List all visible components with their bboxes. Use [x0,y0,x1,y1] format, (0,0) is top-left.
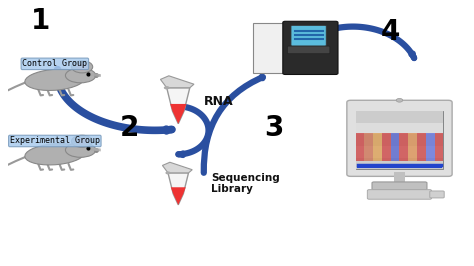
Bar [373,133,382,161]
Circle shape [396,98,403,102]
Bar [356,134,443,146]
Circle shape [164,86,170,89]
FancyBboxPatch shape [287,46,330,54]
Text: 2: 2 [119,114,139,142]
Bar [356,111,443,123]
FancyBboxPatch shape [283,21,338,74]
Bar [417,133,426,161]
Polygon shape [170,104,186,124]
Bar [408,133,417,161]
Polygon shape [168,173,189,205]
Text: Experimental Group: Experimental Group [10,136,100,146]
Polygon shape [163,162,192,173]
Bar [435,133,443,161]
Ellipse shape [25,69,85,90]
FancyBboxPatch shape [430,191,444,198]
Ellipse shape [25,144,85,165]
FancyBboxPatch shape [291,25,326,46]
Text: Control Group: Control Group [22,59,87,68]
Polygon shape [167,88,190,124]
Text: 3: 3 [264,114,283,142]
Polygon shape [160,76,194,88]
Text: RNA: RNA [204,95,234,107]
Bar [391,133,400,161]
Bar [394,172,405,182]
Bar [365,133,373,161]
Text: 4: 4 [381,18,400,46]
Bar [356,123,443,134]
Circle shape [76,63,88,70]
Bar [356,133,365,161]
FancyBboxPatch shape [367,190,432,199]
Polygon shape [171,187,186,205]
Bar [356,146,443,158]
FancyBboxPatch shape [347,100,452,176]
Circle shape [76,138,88,145]
Bar [400,133,408,161]
FancyBboxPatch shape [372,182,427,190]
Bar [426,133,435,161]
Ellipse shape [65,143,96,157]
Bar [356,111,443,169]
Circle shape [72,135,93,147]
Circle shape [72,61,93,73]
Circle shape [165,171,171,174]
Bar [356,158,443,169]
FancyBboxPatch shape [253,23,285,73]
Ellipse shape [65,68,96,83]
Text: Sequencing
Library: Sequencing Library [211,173,280,194]
Bar [382,133,391,161]
Text: 1: 1 [31,7,51,35]
